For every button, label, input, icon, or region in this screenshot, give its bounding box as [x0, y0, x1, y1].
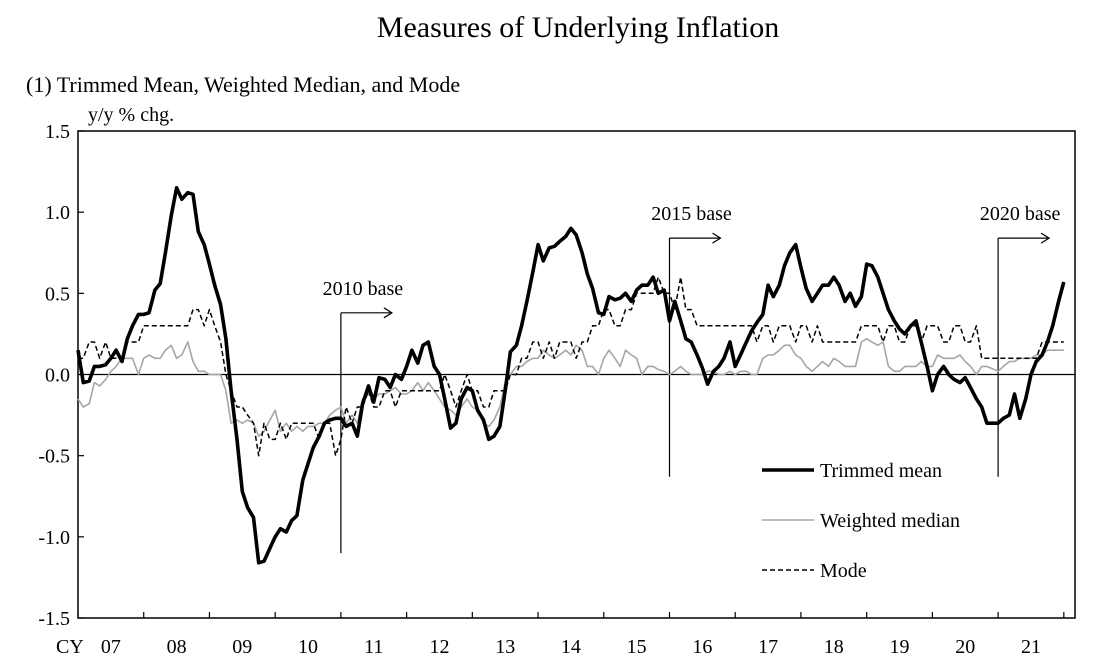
x-tick-label: 09 [232, 636, 252, 658]
x-tick-label: 07 [101, 636, 121, 658]
series-line-mode [78, 276, 1064, 457]
x-tick-group: 07 08 09 10 11 12 13 14 15 16 17 18 19 20 21 [77, 612, 1065, 658]
x-tick-label: 15 [627, 636, 647, 658]
x-tick-label: 13 [495, 636, 515, 658]
chart-title: Measures of Underlying Inflation [377, 11, 779, 44]
legend-label: Trimmed mean [820, 460, 942, 482]
base-marker-arrowhead [383, 307, 394, 319]
base-annotation-group: 2010 base 2015 base 2020 base [323, 203, 1061, 554]
x-tick-label: 08 [167, 636, 187, 658]
y-tick-label: -1.0 [38, 527, 70, 549]
y-tick-label: 0.0 [45, 365, 70, 387]
base-annotation-label: 2010 base [323, 278, 404, 300]
y-tick-label: 1.5 [45, 121, 70, 143]
x-tick-label: 19 [890, 636, 910, 658]
series-line-trimmed-mean [76, 186, 1066, 565]
y-axis-label: y/y % chg. [88, 104, 174, 126]
x-tick-label: 12 [429, 636, 449, 658]
base-annotation-label: 2015 base [651, 203, 732, 225]
y-tick-label: 0.5 [45, 283, 70, 305]
base-marker-arrowhead [1040, 232, 1051, 244]
x-tick-label: 21 [1021, 636, 1041, 658]
series-group [76, 186, 1066, 565]
x-tick-label: 17 [758, 636, 778, 658]
legend-label: Weighted median [820, 510, 960, 532]
x-tick-label: 14 [561, 636, 581, 658]
x-tick-label: 10 [298, 636, 318, 658]
x-tick-label: 11 [364, 636, 383, 658]
legend: Trimmed mean Weighted median Mode [762, 460, 960, 582]
y-tick-label: 1.0 [45, 202, 70, 224]
base-annotation-label: 2020 base [980, 203, 1061, 225]
x-axis-prefix: CY [56, 636, 84, 658]
series-line-weighted-median [77, 338, 1064, 437]
y-tick-label: -0.5 [38, 446, 70, 468]
y-tick-label: -1.5 [38, 608, 70, 630]
x-tick-label: 18 [824, 636, 844, 658]
base-marker-arrowhead [712, 232, 722, 244]
chart-subtitle: (1) Trimmed Mean, Weighted Median, and M… [26, 72, 460, 97]
x-tick-label: 20 [955, 636, 975, 658]
legend-label: Mode [820, 560, 867, 582]
x-tick-label: 16 [692, 636, 712, 658]
y-tick-group: 1.5 1.0 0.5 0.0 -0.5 -1.0 -1.5 [38, 121, 1075, 630]
